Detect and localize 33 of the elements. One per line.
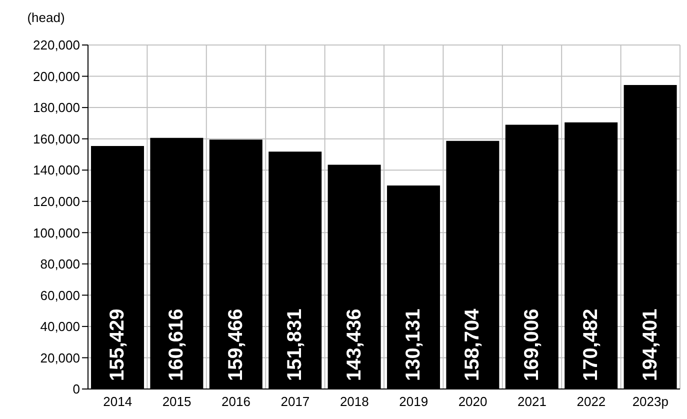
y-tick-label: 160,000 xyxy=(33,131,80,146)
data-label: 170,482 xyxy=(580,308,602,381)
y-axis-title: (head) xyxy=(27,10,65,25)
x-tick-label: 2018 xyxy=(340,394,369,410)
data-label: 159,466 xyxy=(224,308,247,381)
data-label: 143,436 xyxy=(343,308,366,381)
x-tick-label: 2019 xyxy=(399,394,428,410)
data-label: 130,131 xyxy=(402,308,424,381)
x-tick-label: 2022 xyxy=(576,394,606,410)
data-label: 151,831 xyxy=(284,308,306,381)
x-tick-label: 2021 xyxy=(518,394,546,410)
y-tick-label: 20,000 xyxy=(40,350,80,366)
y-tick-label: 140,000 xyxy=(33,162,80,178)
y-tick-label: 60,000 xyxy=(40,288,80,303)
y-tick-label: 200,000 xyxy=(33,68,80,84)
y-tick-label: 80,000 xyxy=(40,256,80,272)
y-tick-label: 180,000 xyxy=(33,100,80,116)
data-label: 160,616 xyxy=(166,308,188,381)
x-tick-label: 2016 xyxy=(222,394,250,410)
x-tick-label: 2015 xyxy=(162,394,192,410)
data-label: 194,401 xyxy=(639,308,662,381)
x-tick-label: 2020 xyxy=(458,394,488,410)
x-tick-label: 2014 xyxy=(103,394,132,410)
y-tick-label: 40,000 xyxy=(40,319,80,334)
y-tick-label: 100,000 xyxy=(33,225,80,240)
y-tick-label: 120,000 xyxy=(33,194,80,209)
y-tick-label: 0 xyxy=(72,382,80,397)
x-tick-label: 2023p xyxy=(632,394,668,410)
y-tick-label: 220,000 xyxy=(33,38,80,53)
data-label: 169,006 xyxy=(520,308,543,381)
data-label: 158,704 xyxy=(462,308,484,381)
data-label: 155,429 xyxy=(106,308,128,381)
x-tick-label: 2017 xyxy=(280,394,310,410)
